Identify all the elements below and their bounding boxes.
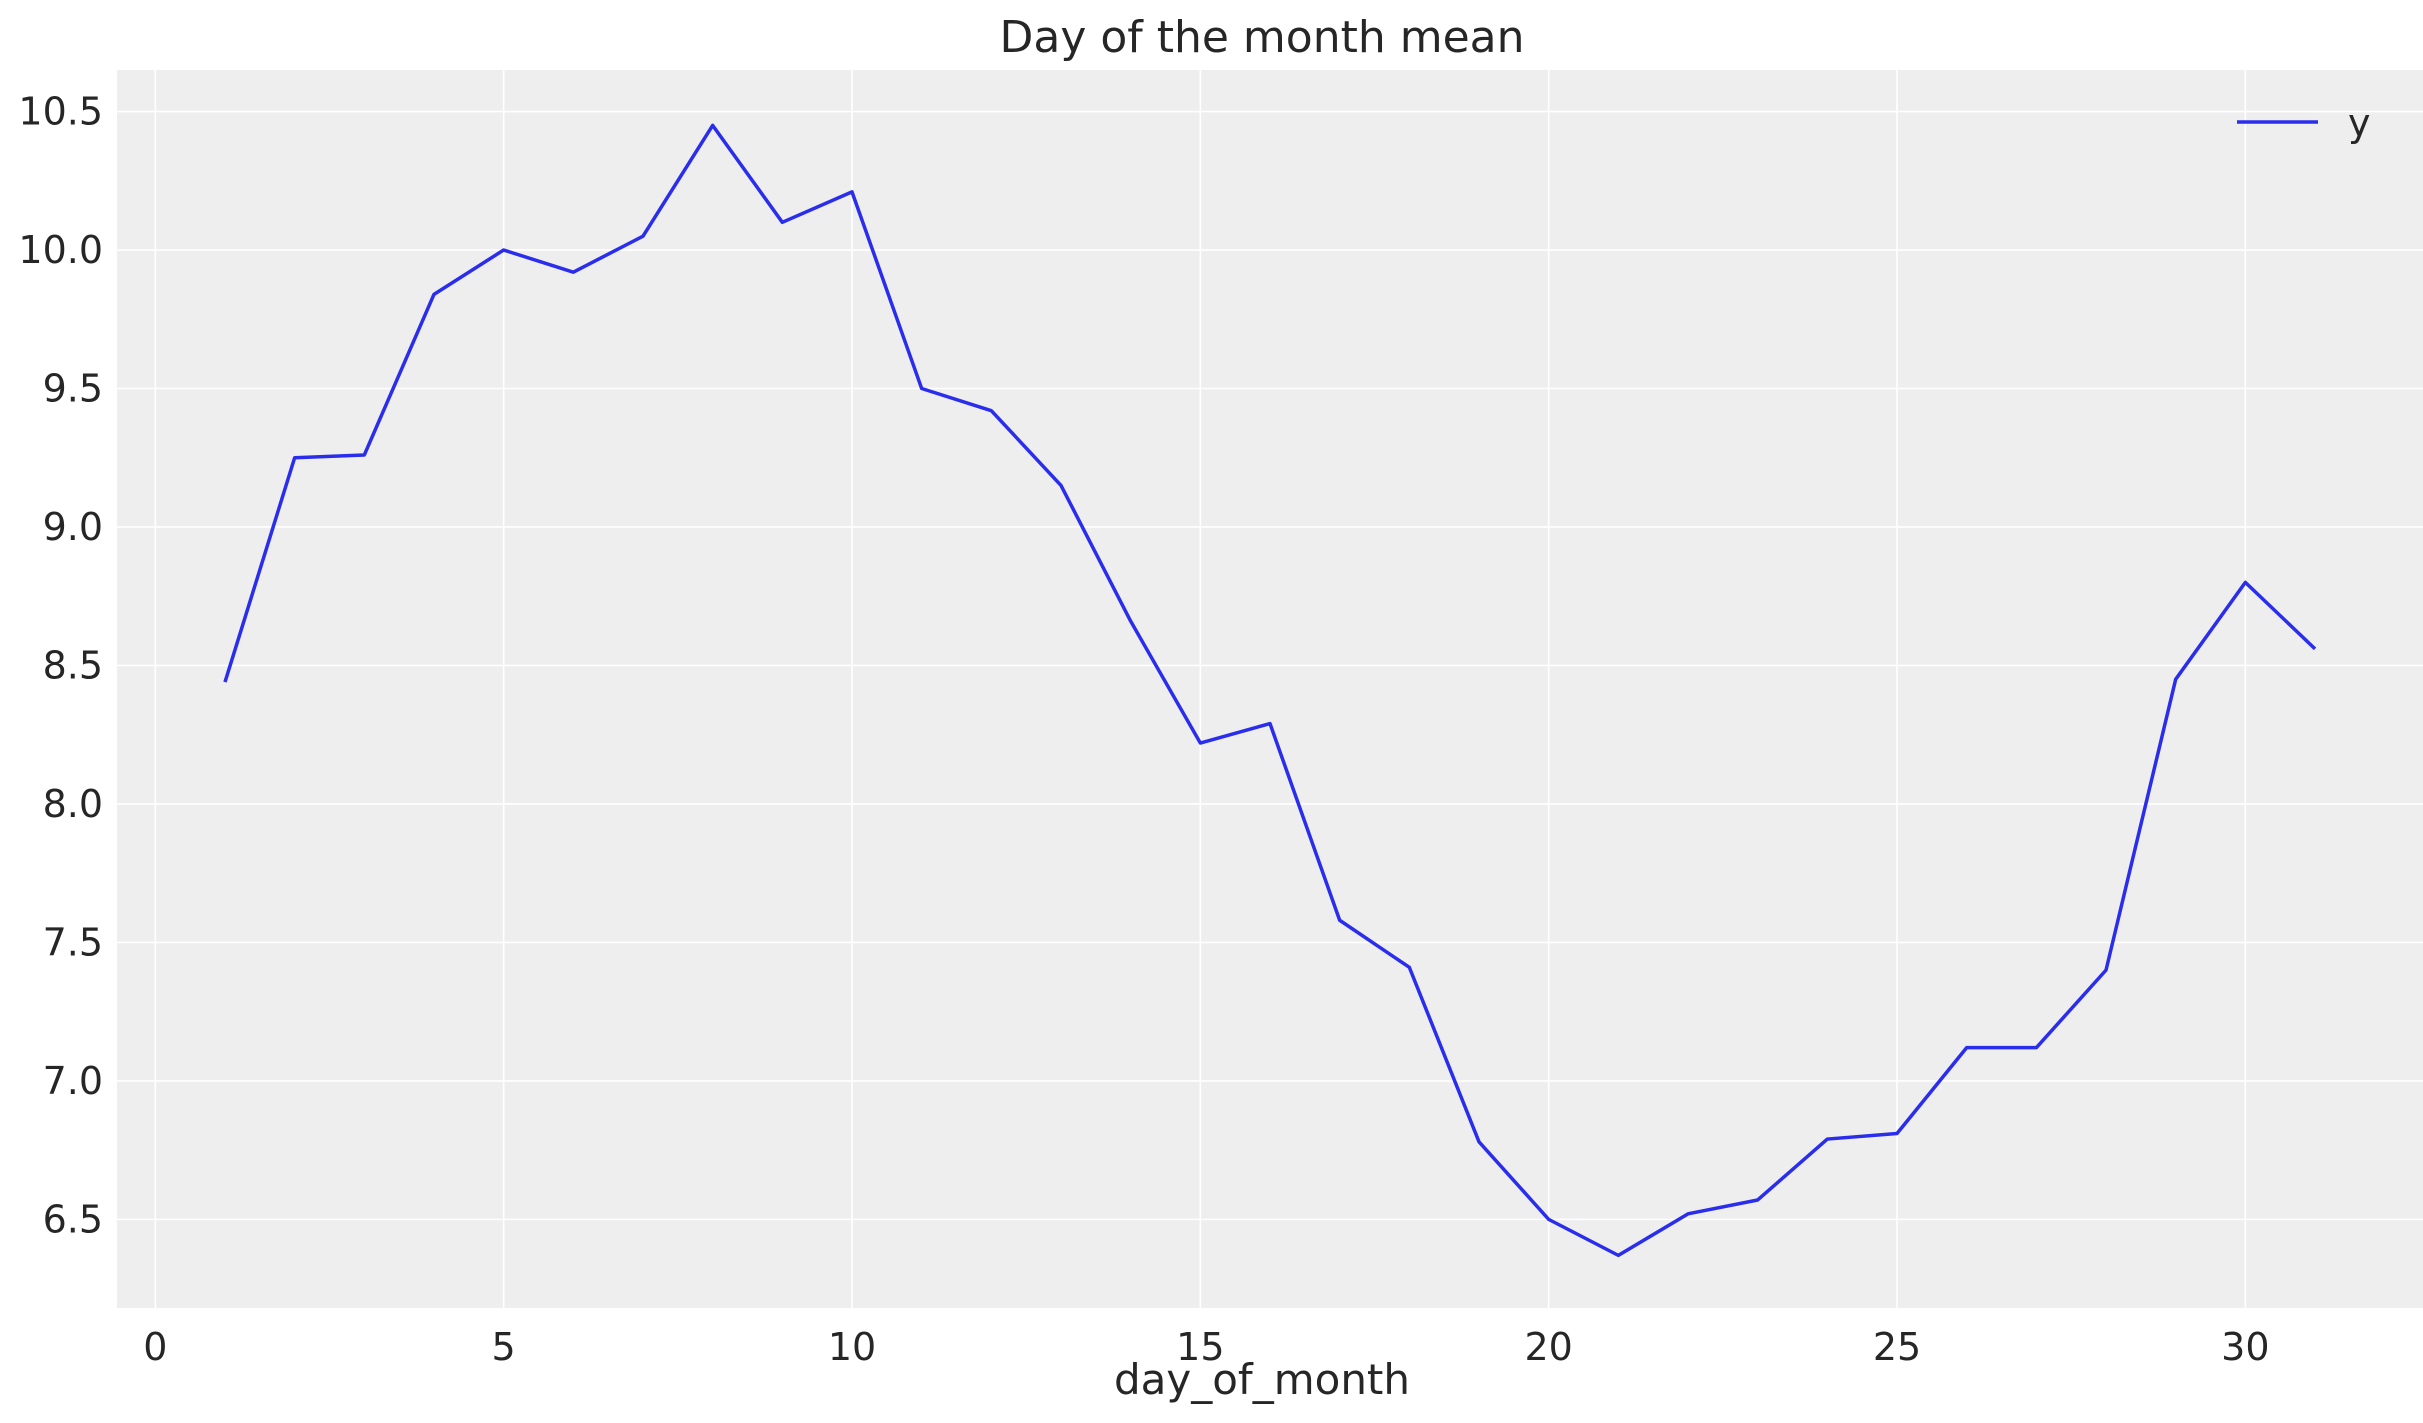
series-line-y	[223, 123, 2317, 1258]
legend-label-y: y	[2348, 101, 2371, 145]
series-lines	[223, 123, 2317, 1258]
x-tick-label: 0	[143, 1325, 167, 1369]
y-tick-label: 10.5	[18, 90, 103, 134]
x-tick-label: 5	[492, 1325, 516, 1369]
y-tick-label: 8.0	[43, 782, 103, 826]
y-tick-label: 8.5	[43, 643, 103, 687]
y-tick-label: 9.5	[43, 367, 103, 411]
y-tick-label: 9.0	[43, 505, 103, 549]
x-tick-label: 30	[2221, 1325, 2269, 1369]
y-tick-label: 7.5	[43, 920, 103, 964]
x-tick-label: 10	[828, 1325, 876, 1369]
x-tick-label: 15	[1176, 1325, 1224, 1369]
tick-labels: 0 5 10 15 20 25 30 6.5 7.0 7.5 8.0 8.5 9.0 9.5 10.0 10.…	[18, 90, 2269, 1369]
x-axis-label: day_of_month	[1114, 1355, 1410, 1404]
y-tick-label: 6.5	[43, 1197, 103, 1241]
x-tick-label: 20	[1524, 1325, 1572, 1369]
x-tick-label: 25	[1873, 1325, 1921, 1369]
y-tick-label: 10.0	[18, 228, 103, 272]
legend: y	[2237, 101, 2371, 145]
grid	[117, 70, 2423, 1308]
y-tick-label: 7.0	[43, 1059, 103, 1103]
chart-title: Day of the month mean	[999, 12, 1524, 63]
plot-area	[117, 70, 2423, 1308]
